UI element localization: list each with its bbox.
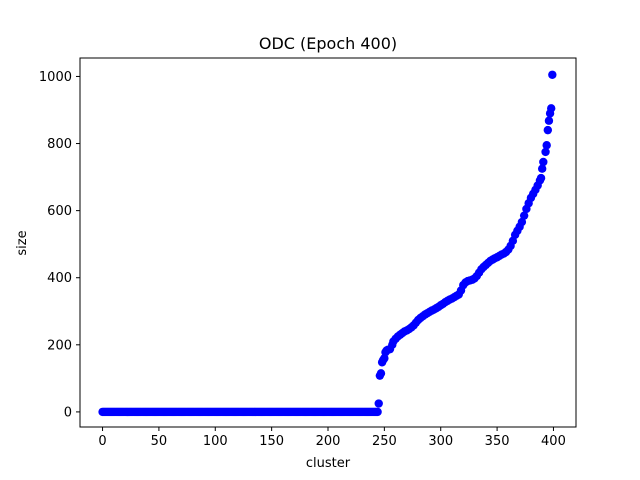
data-point [374, 399, 383, 408]
x-tick-label: 250 [372, 434, 397, 449]
y-tick-label: 200 [47, 338, 72, 353]
x-tick-label: 0 [98, 434, 106, 449]
data-point [537, 164, 547, 173]
data-point [376, 369, 386, 378]
data-point [373, 407, 382, 417]
x-tick-label: 50 [151, 434, 168, 449]
data-point [519, 211, 529, 220]
data-point [543, 125, 553, 135]
data-point [539, 157, 548, 167]
y-axis-ticks: 0 200 400 600 800 1000 [39, 70, 80, 420]
data-point [548, 70, 557, 79]
y-axis-title: size [15, 230, 30, 255]
data-point [541, 147, 550, 157]
x-tick-label: 300 [428, 434, 453, 449]
data-point [547, 104, 556, 113]
data-point [544, 116, 554, 125]
y-tick-label: 400 [47, 271, 72, 286]
x-tick-label: 200 [316, 434, 341, 449]
chart-title: ODC (Epoch 400) [259, 34, 397, 53]
x-axis-title: cluster [306, 456, 351, 471]
x-tick-label: 150 [259, 434, 284, 449]
y-tick-label: 800 [47, 137, 72, 152]
data-point [517, 217, 527, 227]
data-points [98, 70, 557, 417]
y-tick-label: 1000 [39, 70, 72, 85]
data-point [536, 173, 546, 183]
x-tick-label: 350 [485, 434, 510, 449]
y-tick-label: 600 [47, 204, 72, 219]
x-tick-label: 400 [541, 434, 566, 449]
y-tick-label: 0 [64, 405, 72, 420]
x-tick-label: 100 [203, 434, 228, 449]
data-point [542, 141, 551, 150]
x-axis-ticks: 0 50 100 150 200 250 300 350 400 [98, 427, 566, 449]
